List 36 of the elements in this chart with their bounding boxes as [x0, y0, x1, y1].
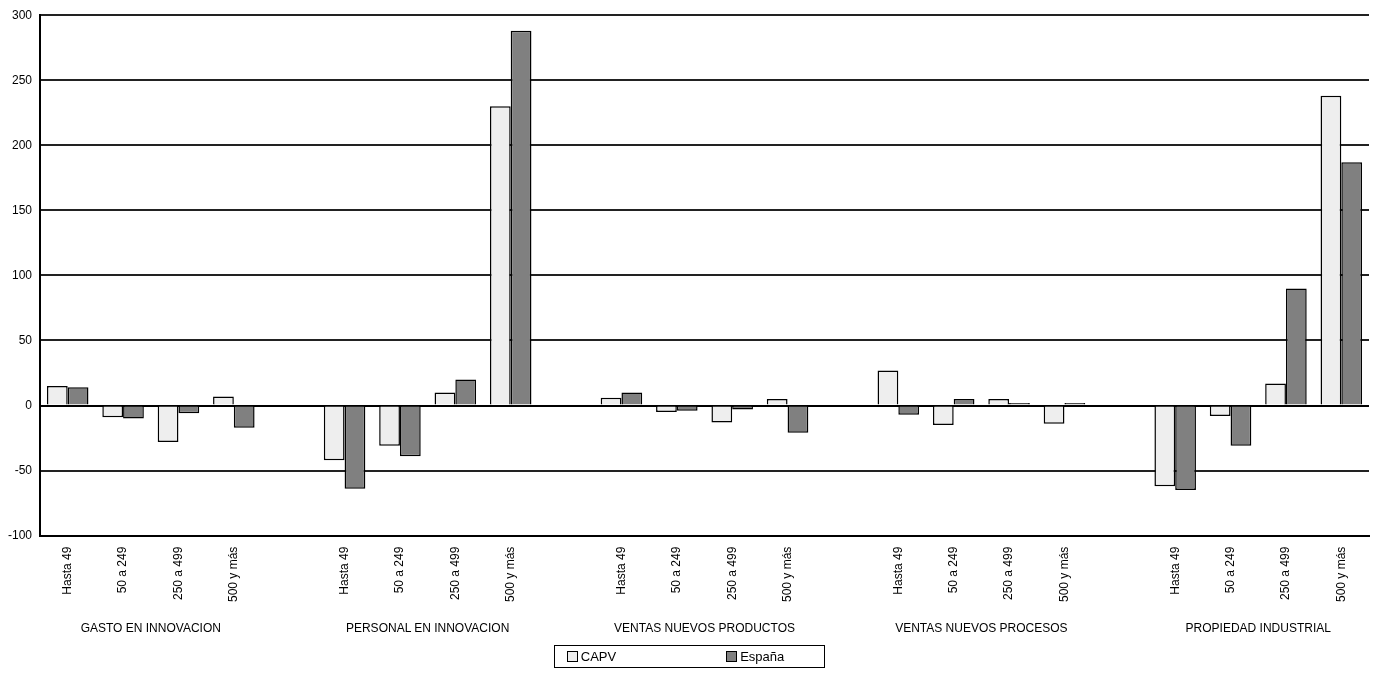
- y-tick-label: 300: [11, 7, 33, 22]
- text: VENTAS NUEVOS PROCESOS: [895, 621, 1068, 636]
- x-tick-label: 250 a 499: [170, 546, 185, 601]
- y-tick-label: 250: [11, 72, 33, 87]
- text: GASTO EN INNOVACION: [80, 621, 221, 636]
- x-tick-label: 50 a 249: [669, 546, 684, 594]
- text: PERSONAL EN INNOVACION: [345, 621, 510, 636]
- x-tick-label: Hasta 49: [890, 546, 905, 595]
- text: VENTAS NUEVOS PRODUCTOS: [614, 621, 795, 636]
- x-tick-label: 50 a 249: [946, 546, 961, 594]
- y-tick-label: 100: [11, 267, 33, 282]
- x-tick-label: Hasta 49: [1167, 546, 1182, 595]
- x-tick-label: 250 a 499: [1278, 546, 1293, 601]
- x-tick-label: 50 a 249: [1222, 546, 1237, 594]
- y-tick-label: 0: [25, 397, 33, 412]
- x-tick-label: Hasta 49: [60, 546, 75, 595]
- x-tick-label: 500 y más: [503, 546, 518, 602]
- x-tick-label: 250 a 499: [1001, 546, 1016, 601]
- x-tick-label: 500 y más: [226, 546, 241, 602]
- y-tick-label: 200: [11, 137, 33, 152]
- x-tick-label: 50 a 249: [115, 546, 130, 594]
- y-tick-label: 50: [18, 332, 33, 347]
- x-tick-label: 250 a 499: [447, 546, 462, 601]
- y-tick-label: -100: [7, 527, 33, 542]
- x-tick-label: 500 y más: [779, 546, 794, 602]
- x-tick-label: 500 y más: [1056, 546, 1071, 602]
- y-tick-label: 150: [11, 202, 33, 217]
- x-tick-label: 50 a 249: [392, 546, 407, 594]
- y-tick-label: -50: [14, 462, 33, 477]
- legend-label: CAPV: [580, 649, 617, 664]
- x-tick-label: Hasta 49: [613, 546, 628, 595]
- text: PROPIEDAD INDUSTRIAL: [1185, 621, 1332, 636]
- x-tick-label: 500 y más: [1333, 546, 1348, 602]
- x-tick-label: Hasta 49: [336, 546, 351, 595]
- legend-label: España: [740, 649, 785, 664]
- x-tick-label: 250 a 499: [724, 546, 739, 601]
